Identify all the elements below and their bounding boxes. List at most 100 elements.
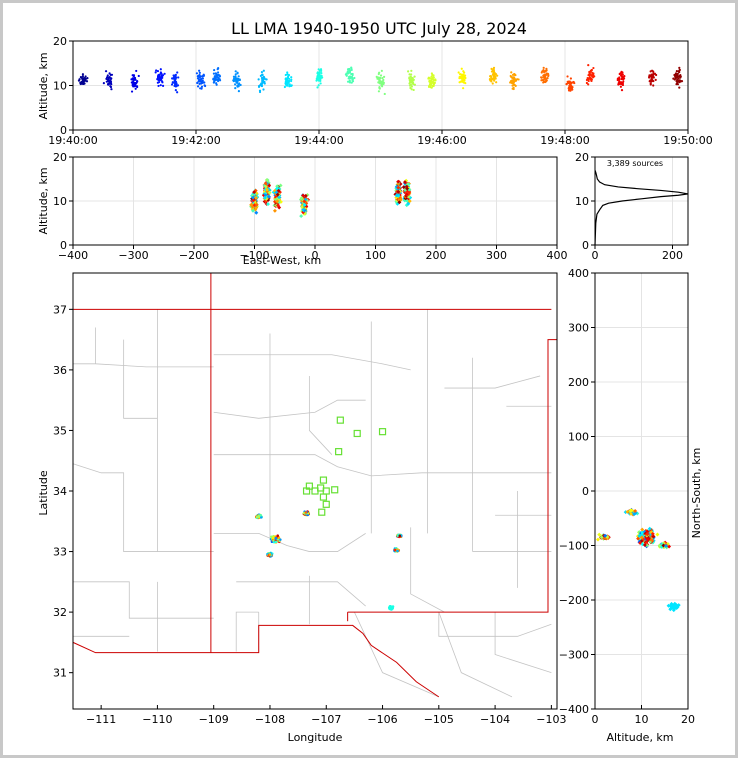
time-ytick-label-2: 20 — [53, 35, 67, 48]
time-point — [566, 81, 570, 85]
time-point — [540, 76, 543, 79]
ns-point — [637, 533, 642, 538]
station-marker — [311, 487, 319, 495]
time-point — [408, 76, 411, 79]
map-xtick-label-8: −103 — [536, 713, 566, 726]
state-border-lines — [72, 273, 557, 698]
time-point — [319, 82, 322, 85]
station-marker — [319, 493, 328, 501]
time-point — [590, 68, 593, 72]
time-point — [317, 77, 321, 81]
map-point — [274, 540, 278, 544]
ew-point — [263, 195, 267, 200]
time-point — [261, 76, 264, 80]
time-point — [650, 76, 653, 79]
time-point — [81, 75, 85, 78]
source-count: 3,389 sources — [607, 159, 663, 168]
map-frame — [72, 272, 558, 710]
time-point — [622, 78, 625, 81]
county-boundary — [438, 612, 552, 637]
station-marker — [335, 448, 343, 456]
time-xtick-label-5: 19:50:00 — [663, 134, 712, 147]
time-point — [491, 82, 494, 85]
time-point — [587, 74, 590, 77]
time-point — [196, 77, 200, 80]
time-point — [238, 78, 241, 81]
time-point — [316, 86, 319, 89]
time-point — [198, 69, 201, 72]
time-point — [217, 74, 220, 77]
time-point — [318, 71, 321, 74]
county-boundary — [236, 581, 366, 607]
county-boundary — [444, 375, 541, 389]
station-marker — [331, 486, 339, 494]
map-ytick-label-3: 34 — [53, 485, 67, 498]
ns-point — [603, 533, 608, 538]
time-point — [106, 76, 110, 79]
time-point — [175, 83, 178, 86]
time-point — [288, 77, 291, 81]
time-point — [587, 64, 590, 67]
ns-ytick-label-6: 200 — [568, 376, 589, 389]
map-point — [278, 538, 282, 541]
ew-point — [396, 179, 401, 184]
time-point — [216, 71, 220, 74]
panel-frames — [72, 40, 689, 710]
time-point — [136, 80, 139, 83]
time-point — [618, 78, 621, 81]
time-point — [236, 71, 239, 74]
ew-point — [404, 184, 409, 189]
time-point — [317, 68, 320, 71]
map-point — [255, 515, 259, 519]
time-point — [407, 70, 410, 73]
ns-point — [645, 536, 650, 541]
ns-ytick-label-3: −100 — [559, 540, 589, 553]
ew-ytick-label-2: 20 — [53, 151, 67, 164]
time-point — [213, 78, 216, 82]
time-point — [201, 77, 204, 80]
time-point — [172, 81, 175, 84]
ns-point — [636, 536, 641, 541]
time-point — [173, 74, 177, 77]
ew-point — [299, 214, 304, 219]
time-point — [353, 76, 356, 80]
ew-xtick-label-2: −200 — [179, 249, 209, 262]
time-point — [131, 83, 134, 86]
time-point — [511, 84, 514, 87]
time-point — [592, 66, 595, 70]
ew-point — [394, 193, 399, 198]
time-point — [676, 72, 679, 75]
time-point — [431, 80, 434, 84]
time-point — [510, 79, 513, 82]
time-point — [457, 71, 460, 74]
ns-xtick-label-1: 10 — [635, 713, 649, 726]
time-point — [174, 89, 177, 92]
time-point — [544, 73, 547, 76]
ns-point — [661, 543, 666, 548]
time-point — [218, 78, 221, 81]
time-point — [258, 89, 262, 92]
time-point — [286, 73, 289, 76]
time-point — [674, 77, 677, 80]
map-point — [304, 511, 308, 514]
time-point — [173, 81, 177, 84]
ew-point — [396, 189, 401, 194]
time-point — [496, 74, 499, 77]
time-point — [290, 76, 293, 79]
time-point — [317, 84, 320, 87]
time-point — [155, 69, 158, 72]
time-point — [232, 79, 235, 82]
ew-point — [251, 195, 256, 200]
state-county-boundaries — [72, 309, 552, 698]
map-ytick-label-6: 37 — [53, 303, 67, 316]
lma-figure: LL LMA 1940-1950 UTC July 28, 2024 19:40… — [3, 3, 735, 755]
time-point — [545, 69, 548, 72]
time-point — [621, 82, 624, 85]
ew-point — [252, 190, 257, 195]
time-point — [198, 82, 201, 85]
time-point — [157, 75, 161, 78]
map-point — [276, 534, 280, 538]
data-marks — [72, 40, 689, 710]
ew-xlabel: East-West, km — [243, 254, 321, 267]
time-point — [377, 72, 380, 76]
